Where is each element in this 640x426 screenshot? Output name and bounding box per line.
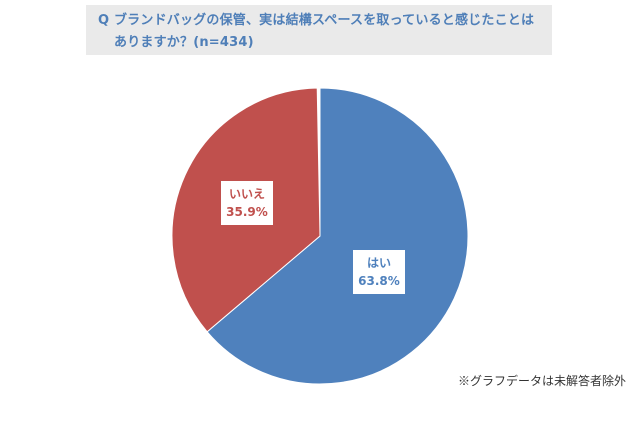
chart-title-line-2: ありますか？(n=434) [114, 35, 254, 50]
footnote: ※グラフデータは未解答者除外 [457, 374, 626, 388]
slice-value-label: 35.9% [226, 205, 268, 219]
slice-category-label: いいえ [229, 187, 265, 201]
slice-value-label: 63.8% [358, 274, 400, 288]
data-label-box [353, 250, 405, 294]
slice-category-label: はい [367, 256, 391, 270]
title-box [86, 5, 552, 55]
data-label-box [221, 181, 273, 225]
pie-slice-yes [206, 87, 469, 385]
chart-title-line-1: Q ブランドバッグの保管、実は結構スペースを取っていると感じたことは [98, 13, 535, 28]
